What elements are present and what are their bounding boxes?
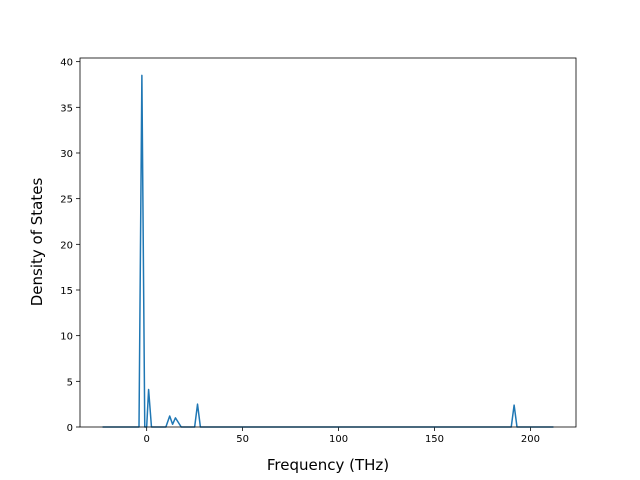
y-tick-label: 35 — [60, 103, 73, 114]
y-axis-label: Density of States — [28, 178, 46, 307]
x-tick-label: 200 — [521, 434, 540, 445]
y-tick-label: 0 — [67, 423, 73, 434]
x-axis-label: Frequency (THz) — [267, 456, 389, 474]
y-tick-label: 25 — [60, 195, 73, 206]
y-tick-label: 15 — [60, 286, 73, 297]
y-tick-label: 30 — [60, 149, 73, 160]
y-tick-label: 20 — [60, 240, 73, 251]
x-tick-label: 100 — [329, 434, 348, 445]
y-tick-label: 40 — [60, 58, 73, 69]
plot-frame — [79, 57, 577, 428]
x-tick-label: 0 — [143, 434, 149, 445]
x-tick-label: 150 — [425, 434, 444, 445]
y-tick-label: 10 — [60, 332, 73, 343]
y-tick-label: 5 — [67, 377, 73, 388]
x-tick-label: 50 — [236, 434, 249, 445]
